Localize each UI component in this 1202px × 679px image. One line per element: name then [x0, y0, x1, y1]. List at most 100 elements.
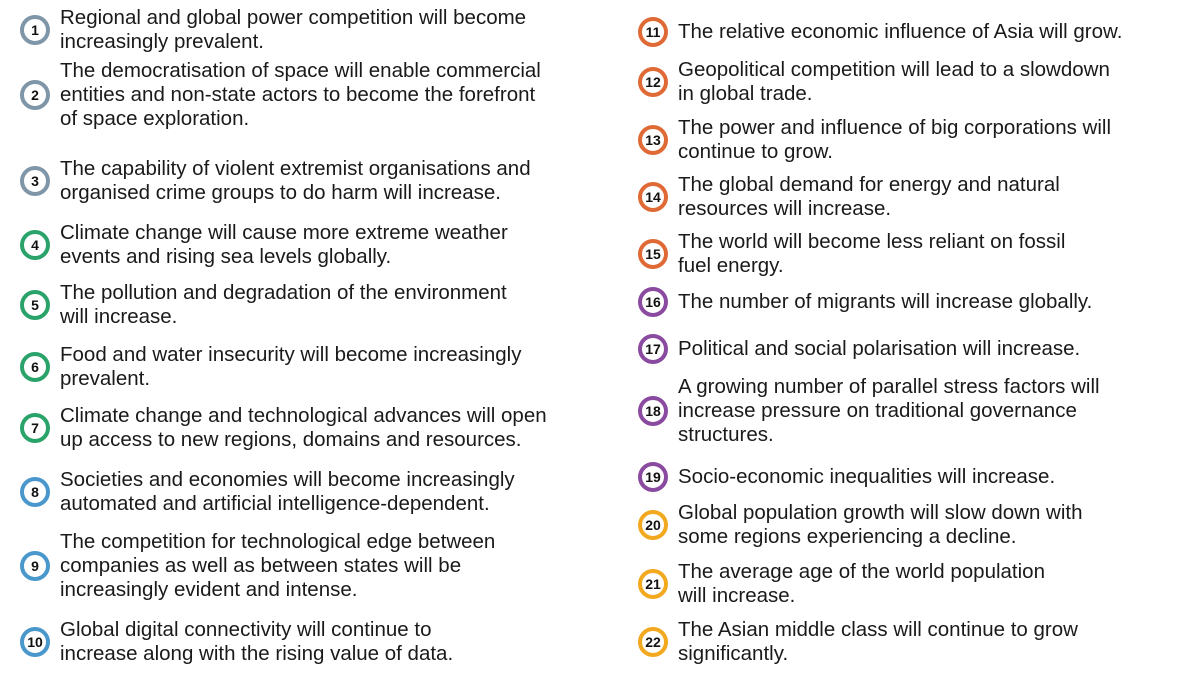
trend-item: 11 The relative economic influence of Asi…: [638, 17, 1122, 47]
trend-text-line: Societies and economies will become incr…: [60, 468, 515, 491]
trend-text: Climate change will cause more extreme w…: [60, 221, 508, 269]
trend-text-line: Socio-economic inequalities will increas…: [678, 465, 1056, 488]
trend-text-line: The relative economic influence of Asia …: [678, 20, 1123, 43]
trend-text-line: The global demand for energy and natural: [678, 173, 1060, 196]
trend-number-badge: 8: [20, 477, 50, 507]
trend-text-line: some regions experiencing a decline.: [678, 525, 1017, 548]
trend-number-badge: 21: [638, 569, 668, 599]
trend-number-badge: 1: [20, 15, 50, 45]
trend-text-line: of space exploration.: [60, 107, 250, 130]
trend-text: The democratisation of space will enable…: [60, 59, 541, 131]
trend-item: 21 The average age of the world populatio…: [638, 560, 1045, 608]
trend-text-line: continue to grow.: [678, 140, 833, 163]
trend-number-badge: 15: [638, 239, 668, 269]
trend-number-badge: 14: [638, 182, 668, 212]
trend-text-line: Climate change will cause more extreme w…: [60, 221, 508, 244]
trend-text-line: The democratisation of space will enable…: [60, 59, 541, 82]
trend-item: 17 Political and social polarisation will…: [638, 334, 1080, 364]
trend-item: 8 Societies and economies will become inc…: [20, 468, 515, 516]
trend-text-line: The world will become less reliant on fo…: [678, 230, 1066, 253]
trend-text-line: The number of migrants will increase glo…: [678, 290, 1093, 313]
trend-number-badge: 6: [20, 352, 50, 382]
trend-text: Global population growth will slow down …: [678, 501, 1083, 549]
trend-item: 12 Geopolitical competition will lead to …: [638, 58, 1110, 106]
trend-number-badge: 7: [20, 413, 50, 443]
trend-text: The relative economic influence of Asia …: [678, 20, 1122, 44]
trend-item: 19 Socio-economic inequalities will incre…: [638, 462, 1055, 492]
trend-item: 14 The global demand for energy and natur…: [638, 173, 1060, 221]
trend-text-line: Food and water insecurity will become in…: [60, 343, 522, 366]
trend-text-line: The pollution and degradation of the env…: [60, 281, 507, 304]
trend-text-line: The average age of the world population: [678, 560, 1045, 583]
trend-text: The pollution and degradation of the env…: [60, 281, 507, 329]
trend-text-line: fuel energy.: [678, 254, 784, 277]
trend-item: 13 The power and influence of big corpora…: [638, 116, 1111, 164]
trend-number-badge: 9: [20, 551, 50, 581]
trend-text-line: up access to new regions, domains and re…: [60, 428, 522, 451]
trend-number-badge: 22: [638, 627, 668, 657]
trend-text: The number of migrants will increase glo…: [678, 290, 1092, 314]
trend-item: 5 The pollution and degradation of the en…: [20, 281, 507, 329]
trend-number-badge: 4: [20, 230, 50, 260]
trend-text-line: companies as well as between states will…: [60, 554, 462, 577]
trend-text-line: Geopolitical competition will lead to a …: [678, 58, 1110, 81]
trend-text-line: The capability of violent extremist orga…: [60, 157, 531, 180]
trend-text-line: organised crime groups to do harm will i…: [60, 181, 501, 204]
trend-text: The competition for technological edge b…: [60, 530, 495, 602]
trend-item: 10 Global digital connectivity will conti…: [20, 618, 453, 666]
trend-text: The global demand for energy and natural…: [678, 173, 1060, 221]
trend-text-line: significantly.: [678, 642, 789, 665]
trend-item: 7 Climate change and technological advanc…: [20, 404, 547, 452]
trend-text-line: increase along with the rising value of …: [60, 642, 454, 665]
trend-text-line: automated and artificial intelligence-de…: [60, 492, 490, 515]
trend-number-badge: 13: [638, 125, 668, 155]
trend-item: 1 Regional and global power competition w…: [20, 6, 526, 54]
trend-text: Societies and economies will become incr…: [60, 468, 515, 516]
trend-text-line: increasingly evident and intense.: [60, 578, 358, 601]
trend-number-badge: 16: [638, 287, 668, 317]
trend-number-badge: 12: [638, 67, 668, 97]
trend-item: 20 Global population growth will slow dow…: [638, 501, 1083, 549]
trend-item: 2 The democratisation of space will enabl…: [20, 59, 541, 131]
trend-text-line: A growing number of parallel stress fact…: [678, 375, 1100, 398]
trend-text: Socio-economic inequalities will increas…: [678, 465, 1055, 489]
trend-item: 15 The world will become less reliant on …: [638, 230, 1065, 278]
trend-text-line: resources will increase.: [678, 197, 892, 220]
trend-item: 4 Climate change will cause more extreme …: [20, 221, 508, 269]
trend-item: 18 A growing number of parallel stress fa…: [638, 375, 1100, 447]
trend-text-line: prevalent.: [60, 367, 151, 390]
trend-text-line: entities and non-state actors to become …: [60, 83, 536, 106]
trend-text-line: Regional and global power competition wi…: [60, 6, 527, 29]
trend-number-badge: 2: [20, 80, 50, 110]
trend-number-badge: 11: [638, 17, 668, 47]
trend-text: Food and water insecurity will become in…: [60, 343, 521, 391]
trend-text-line: will increase.: [60, 305, 178, 328]
trend-text-line: events and rising sea levels globally.: [60, 245, 392, 268]
trend-number-badge: 3: [20, 166, 50, 196]
trend-text-line: The competition for technological edge b…: [60, 530, 496, 553]
trend-text-line: in global trade.: [678, 82, 813, 105]
trend-item: 22 The Asian middle class will continue t…: [638, 618, 1078, 666]
trend-number-badge: 10: [20, 627, 50, 657]
trend-text: Political and social polarisation will i…: [678, 337, 1080, 361]
trend-text-line: Global population growth will slow down …: [678, 501, 1083, 524]
trend-text: The power and influence of big corporati…: [678, 116, 1111, 164]
trend-item: 6 Food and water insecurity will become i…: [20, 343, 521, 391]
trend-text: Global digital connectivity will continu…: [60, 618, 453, 666]
trend-item: 3 The capability of violent extremist org…: [20, 157, 531, 205]
trend-number-badge: 17: [638, 334, 668, 364]
trend-number-badge: 18: [638, 396, 668, 426]
trend-text-line: structures.: [678, 423, 774, 446]
trend-item: 9 The competition for technological edge …: [20, 530, 495, 602]
trend-text-line: The power and influence of big corporati…: [678, 116, 1112, 139]
trend-text: The world will become less reliant on fo…: [678, 230, 1065, 278]
trend-text-line: increasingly prevalent.: [60, 30, 264, 53]
trend-text: The capability of violent extremist orga…: [60, 157, 531, 205]
trend-text-line: The Asian middle class will continue to …: [678, 618, 1078, 641]
trend-text-line: Political and social polarisation will i…: [678, 337, 1081, 360]
trend-text: Geopolitical competition will lead to a …: [678, 58, 1110, 106]
trend-text-line: will increase.: [678, 584, 796, 607]
trend-number-badge: 19: [638, 462, 668, 492]
trend-number-badge: 5: [20, 290, 50, 320]
